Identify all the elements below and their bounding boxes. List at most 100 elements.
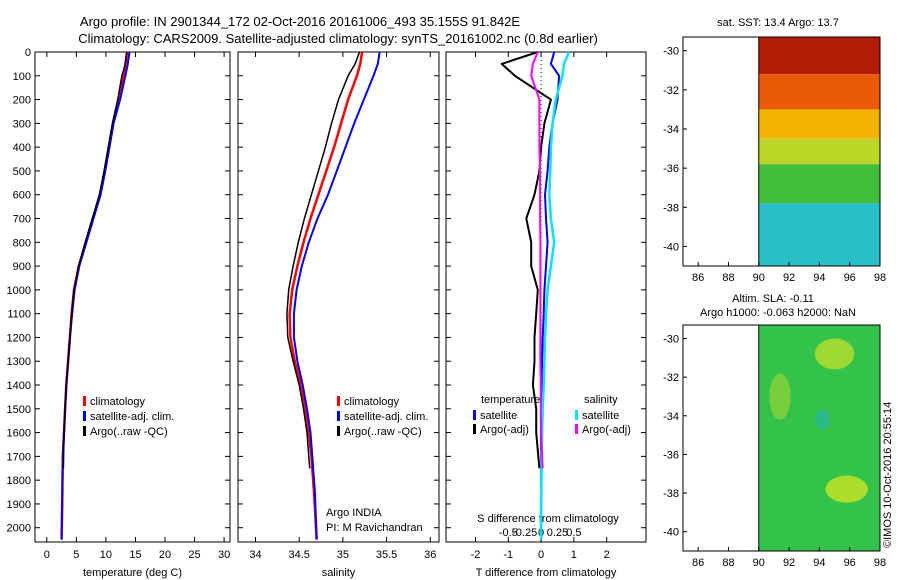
map-patch: [769, 373, 791, 420]
y-tick-label: 1100: [7, 309, 31, 321]
map-band: [758, 109, 880, 139]
series-line: [288, 51, 364, 540]
legend-swatch: [337, 426, 340, 436]
top-tick-label: -0.5: [499, 527, 518, 539]
y-tick-label: 1400: [7, 380, 31, 392]
x-tick-label: 94: [813, 557, 825, 569]
x-axis-label: T difference from climatology: [476, 567, 617, 579]
legend-label: climatology: [90, 396, 146, 408]
y-tick-label: 1700: [7, 451, 31, 463]
map-band: [758, 138, 880, 165]
y-tick-label: 700: [13, 214, 31, 226]
y-tick-label: 1000: [7, 285, 31, 297]
map-patch: [814, 409, 830, 430]
map-band: [758, 74, 880, 110]
legend-swatch: [575, 424, 578, 434]
y-tick-label: -38: [663, 202, 679, 214]
y-tick-label: 100: [13, 71, 31, 83]
y-tick-label: 1600: [7, 428, 31, 440]
y-tick-label: 1500: [7, 404, 31, 416]
x-tick-label: 34.5: [288, 549, 309, 561]
map-frame: [682, 324, 881, 552]
map-title: Altim. SLA: -0.11: [732, 293, 814, 305]
y-tick-label: 300: [13, 118, 31, 130]
plot-frame: [237, 51, 440, 543]
y-tick-label: 1200: [7, 332, 31, 344]
x-tick-label: 0: [538, 549, 544, 561]
x-tick-label: 2: [604, 549, 610, 561]
legend-swatch: [575, 410, 578, 420]
series-line: [292, 51, 381, 540]
map-frame: [682, 36, 881, 267]
x-tick-label: 96: [844, 272, 856, 284]
series-line: [62, 51, 128, 469]
x-tick-label: 10: [100, 549, 112, 561]
header-line-2: Climatology: CARS2009. Satellite-adjuste…: [78, 31, 598, 46]
y-tick-label: -32: [663, 372, 679, 384]
y-tick-label: 500: [13, 166, 31, 178]
chart-title: S difference from climatology: [477, 513, 619, 525]
legend-swatch: [473, 410, 476, 420]
x-tick-label: 30: [218, 549, 230, 561]
map-band: [758, 203, 880, 266]
x-tick-label: 86: [692, 272, 704, 284]
y-tick-label: -40: [663, 241, 679, 253]
y-tick-label: 400: [13, 142, 31, 154]
profile-panel-0: 0 5 10 15 20 25 300100200300400500600700800900…: [7, 47, 231, 579]
map-panel-2: 86 88 90 92 94 96 98 -30 -32 -34 -36 -38 -40 Altim. S…: [663, 293, 886, 569]
legend-label: satellite: [582, 410, 619, 422]
x-tick-label: 96: [844, 557, 856, 569]
y-tick-label: -34: [663, 411, 679, 423]
x-tick-label: 88: [722, 272, 734, 284]
top-tick-label: -0.25: [512, 527, 537, 539]
y-tick-label: 2000: [7, 523, 31, 535]
x-tick-label: 34: [249, 549, 261, 561]
map-panel-1: 86 88 90 92 94 96 98 -30 -32 -34 -36 -38 -40 sat. SST…: [663, 17, 886, 284]
y-tick-label: 800: [13, 237, 31, 249]
x-tick-label: 98: [874, 272, 886, 284]
legend-swatch: [337, 411, 340, 421]
top-tick-label: 0.25: [547, 527, 568, 539]
y-tick-label: -30: [663, 46, 679, 58]
map-subtitle: Argo h1000: -0.063 h2000: NaN: [700, 307, 856, 319]
x-axis-label: temperature (deg C): [83, 567, 182, 579]
legend-swatch: [337, 396, 340, 406]
x-tick-label: 35.5: [376, 549, 397, 561]
legend-label: satellite: [480, 410, 517, 422]
legend-label: Argo(-adj): [480, 424, 529, 436]
y-tick-label: -36: [663, 163, 679, 175]
x-tick-label: 0: [44, 549, 50, 561]
y-tick-label: 900: [13, 261, 31, 273]
x-tick-label: 98: [874, 557, 886, 569]
y-tick-label: -40: [663, 527, 679, 539]
x-tick-label: 1: [571, 549, 577, 561]
x-tick-label: 92: [783, 272, 795, 284]
series-line: [286, 51, 361, 469]
y-tick-label: -34: [663, 124, 679, 136]
y-tick-label: -30: [663, 334, 679, 346]
x-tick-label: 86: [692, 557, 704, 569]
series-line: [530, 51, 544, 469]
map-band: [758, 37, 880, 75]
profile-panel-2: -2 -1 0 1 2 T difference from climatology -0.5…: [445, 51, 647, 579]
map-patch: [814, 338, 855, 370]
x-tick-label: 36: [424, 549, 436, 561]
map-title: sat. SST: 13.4 Argo: 13.7: [717, 17, 839, 29]
y-tick-label: 200: [13, 95, 31, 107]
legend-label: satellite-adj. clim.: [344, 411, 428, 423]
y-tick-label: 600: [13, 190, 31, 202]
x-tick-label: 25: [188, 549, 200, 561]
x-tick-label: 90: [753, 557, 765, 569]
annotation-line: PI: M Ravichandran: [326, 522, 423, 534]
map-patch: [825, 475, 868, 503]
map-band: [758, 164, 880, 204]
argo-annotation: Argo INDIA PI: M Ravichandran: [326, 507, 423, 534]
legend-title: salinity: [584, 394, 618, 406]
x-tick-label: 90: [753, 272, 765, 284]
y-tick-label: -38: [663, 488, 679, 500]
x-tick-label: -2: [471, 549, 481, 561]
x-tick-label: 20: [159, 549, 171, 561]
header-line-1: Argo profile: IN 2901344_172 02-Oct-2016…: [80, 14, 521, 29]
y-tick-label: -36: [663, 449, 679, 461]
